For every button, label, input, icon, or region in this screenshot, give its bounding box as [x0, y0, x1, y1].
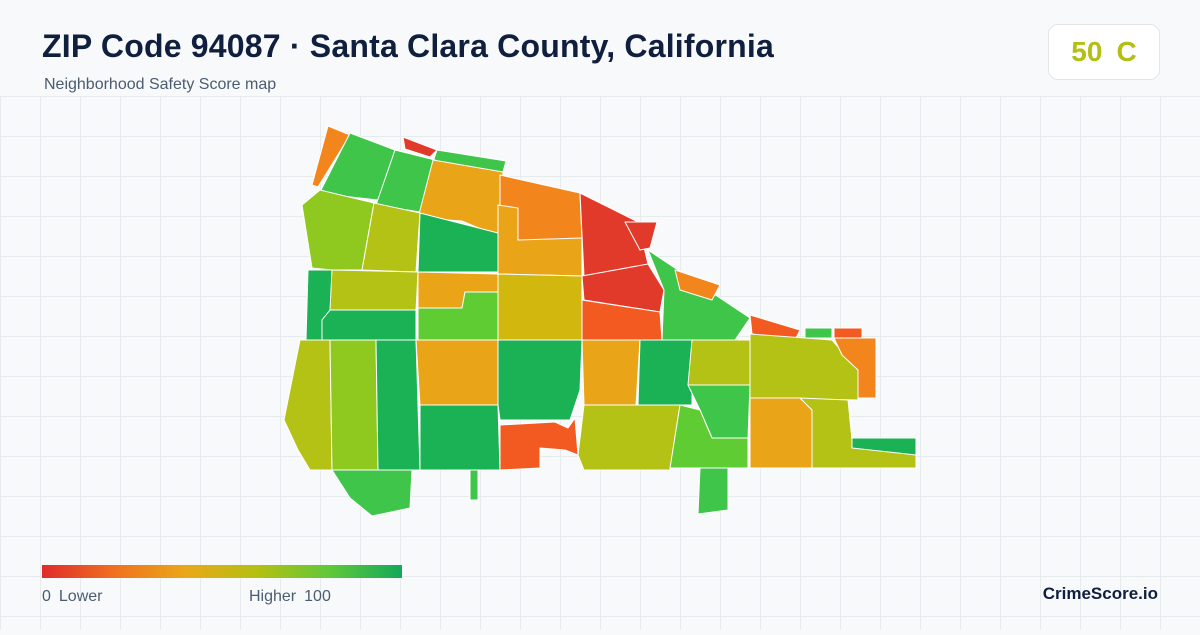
map-region[interactable] — [669, 404, 749, 469]
legend-low-label: 0 Lower — [42, 588, 102, 606]
map-region[interactable] — [402, 136, 438, 158]
map-region[interactable] — [749, 397, 813, 469]
map-region[interactable] — [674, 269, 721, 301]
map-region[interactable] — [833, 327, 863, 339]
legend-max-value: 100 — [304, 588, 331, 605]
legend-high-label: Higher 100 — [249, 588, 331, 606]
legend-min-text: Lower — [58, 588, 103, 605]
map-region[interactable] — [321, 309, 417, 341]
map-region[interactable] — [799, 397, 917, 469]
map-region[interactable] — [687, 339, 751, 386]
map-region[interactable] — [581, 339, 641, 406]
legend-color-bar — [42, 565, 402, 578]
map-region[interactable] — [301, 189, 375, 271]
map-region[interactable] — [851, 437, 917, 456]
legend-min-value: 0 — [42, 588, 51, 605]
map-region[interactable] — [419, 404, 501, 471]
map-region[interactable] — [804, 327, 833, 339]
map-region[interactable] — [415, 339, 499, 406]
map-region[interactable] — [581, 263, 665, 313]
brand-logo-text[interactable]: CrimeScore.io — [1042, 584, 1158, 603]
map-region[interactable] — [329, 269, 419, 311]
map-region[interactable] — [497, 273, 583, 341]
map-region[interactable] — [311, 125, 351, 188]
map-region[interactable] — [624, 221, 658, 251]
page-subtitle: Neighborhood Safety Score map — [44, 76, 277, 93]
map-region[interactable] — [319, 132, 396, 201]
map-region[interactable] — [375, 339, 421, 471]
map-region[interactable] — [577, 404, 681, 471]
safety-score-badge: 50 C — [1048, 24, 1160, 80]
map-region[interactable] — [697, 467, 729, 515]
score-value: 50 — [1071, 36, 1103, 67]
map-region[interactable] — [331, 469, 413, 517]
map-region[interactable] — [497, 339, 583, 421]
score-grade: C — [1116, 36, 1137, 67]
map-region[interactable] — [637, 339, 693, 406]
legend-max-text: Higher — [249, 588, 297, 605]
map-region[interactable] — [469, 469, 479, 501]
map-region[interactable] — [499, 417, 579, 471]
map-region[interactable] — [833, 337, 877, 399]
map-region[interactable] — [329, 339, 379, 471]
map-region[interactable] — [283, 339, 333, 471]
page-title: ZIP Code 94087 · Santa Clara County, Cal… — [42, 28, 774, 64]
